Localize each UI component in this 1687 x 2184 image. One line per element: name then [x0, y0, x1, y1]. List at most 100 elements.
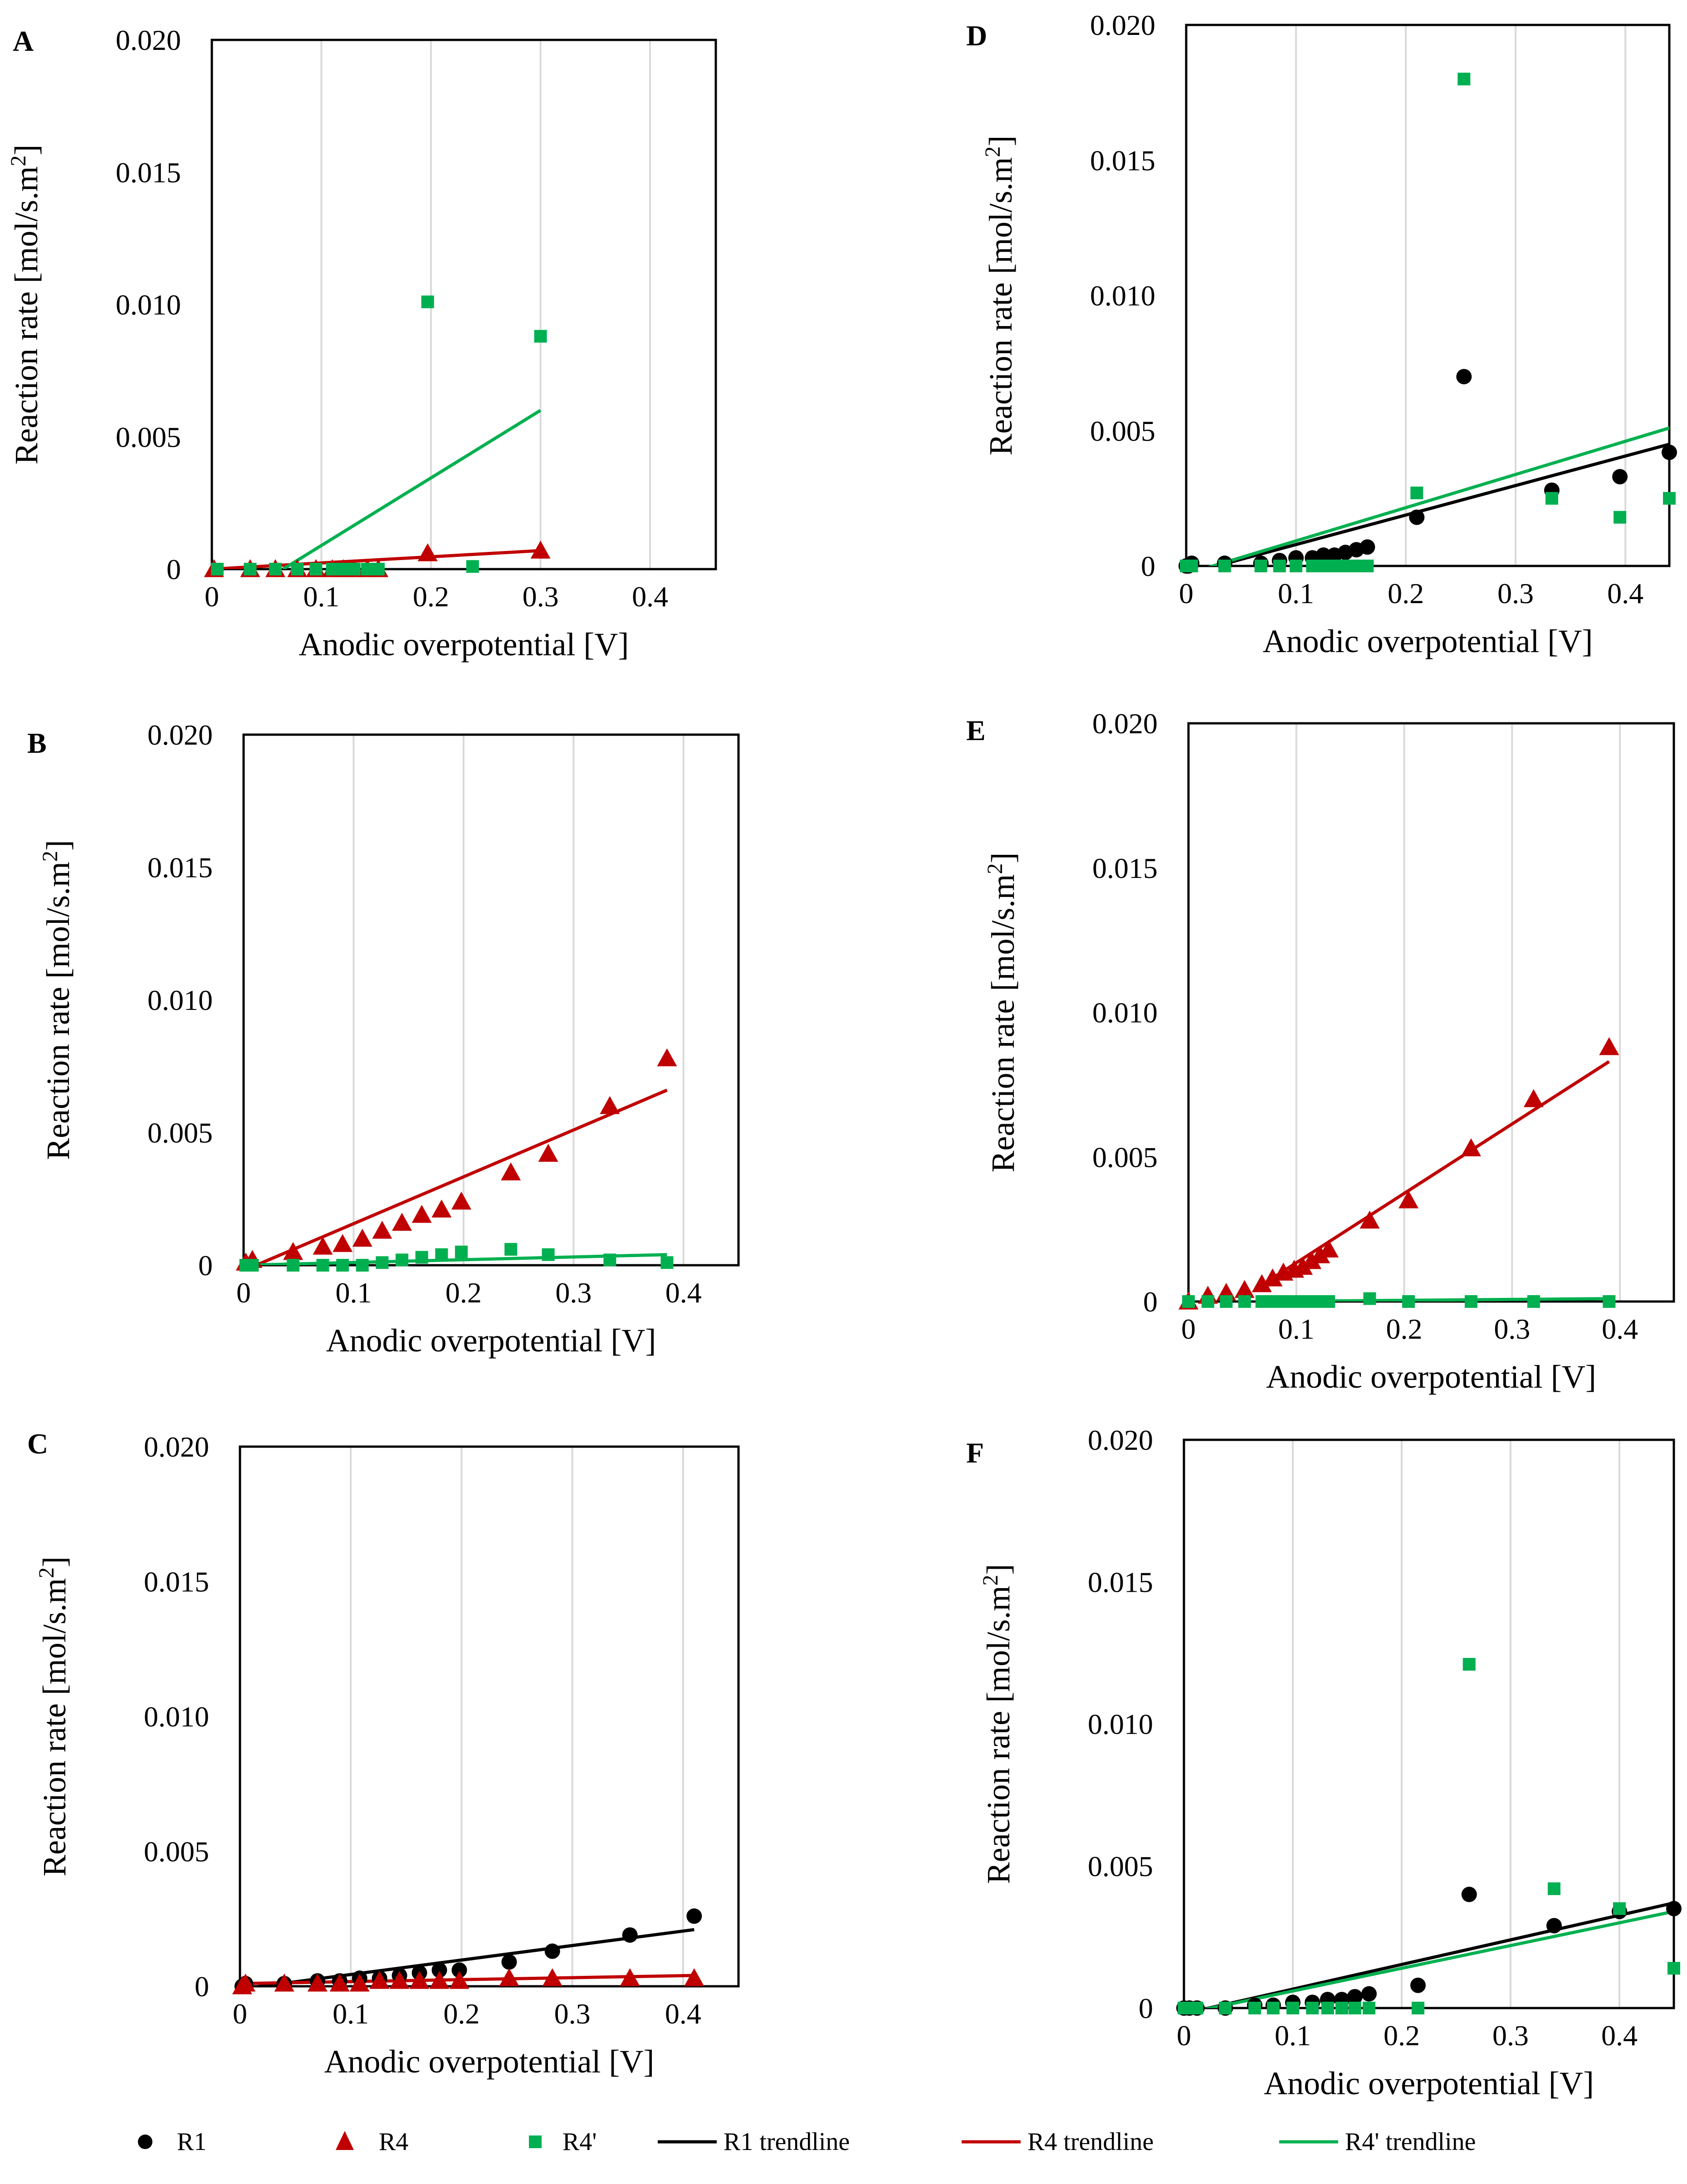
y-tick-label: 0	[1139, 1992, 1153, 2024]
y-tick-label: 0.015	[1092, 852, 1158, 884]
panel-letter: E	[966, 714, 986, 746]
x-tick-label: 0.4	[1607, 577, 1643, 609]
point-r4	[1252, 1274, 1272, 1292]
trendline-r4p	[282, 409, 542, 569]
x-tick-label: 0	[1179, 577, 1193, 609]
point-r4	[431, 1199, 452, 1218]
y-tick-label: 0.010	[1088, 1708, 1153, 1740]
point-r4	[389, 1971, 410, 1989]
point-r4p	[1273, 560, 1286, 572]
legend-label: R1 trendline	[724, 2128, 850, 2156]
point-r4p	[211, 563, 224, 575]
point-r4	[333, 1234, 353, 1252]
point-r4	[313, 1237, 333, 1255]
y-tick-label: 0.020	[1090, 9, 1155, 41]
point-r4p	[1663, 492, 1676, 505]
point-r4p	[337, 563, 350, 575]
point-r4p	[309, 563, 323, 575]
x-tick-label: 0.4	[1602, 1313, 1638, 1345]
x-tick-label: 0.2	[1386, 1313, 1423, 1345]
point-r4p	[1255, 1295, 1268, 1308]
point-r4p	[361, 563, 374, 575]
x-tick-label: 0.2	[443, 1998, 479, 2030]
point-r1	[1409, 509, 1425, 525]
point-r4p	[1306, 560, 1319, 572]
y-axis-title-main: Reaction rate [mol/s.m	[36, 1578, 73, 1877]
y-axis-title-close: ]	[980, 1564, 1017, 1575]
point-r1	[1359, 539, 1375, 555]
x-tick-label: 0.4	[1601, 2019, 1638, 2052]
data-points	[235, 1048, 677, 1272]
x-tick-label: 0.4	[632, 580, 668, 613]
panels: 0 0.1 0.2 0.3 0.4 0 0.005 0.010 0.015 0.020 Anodic…	[6, 9, 1682, 2101]
y-tick-label: 0.005	[144, 1836, 209, 1868]
data-points	[1178, 1037, 1619, 1310]
point-r4p	[1266, 2002, 1280, 2014]
point-r4p	[1248, 2002, 1261, 2014]
point-r4p	[1238, 1295, 1251, 1308]
x-tick-label: 0.1	[1278, 577, 1314, 609]
point-r4	[657, 1048, 677, 1067]
panel-c: 0 0.1 0.2 0.3 0.4 0 0.005 0.010 0.015 0.020 Anodic…	[27, 1428, 740, 2080]
point-r1	[686, 1908, 702, 1924]
point-r1	[1347, 1989, 1363, 2004]
legend-marker-circle	[138, 2135, 152, 2149]
point-r4p	[1322, 1295, 1335, 1308]
y-tick-label: 0.020	[144, 1431, 209, 1463]
point-r4p	[1412, 2002, 1424, 2014]
x-tick-label: 0	[233, 1998, 247, 2030]
panel-letter: D	[966, 20, 987, 52]
panel-b: 0 0.1 0.2 0.3 0.4 0 0.005 0.010 0.015 0.020 Anodic…	[27, 719, 740, 1359]
x-tick-label: 0.3	[554, 1998, 591, 2030]
legend-label: R4	[379, 2128, 408, 2156]
x-tick-label: 0.2	[1384, 2019, 1420, 2052]
point-r4	[1310, 1245, 1330, 1263]
trendline-r1	[1210, 443, 1669, 566]
y-axis-title: Reaction rate [mol/s.m2]	[983, 853, 1021, 1173]
point-r4p	[1410, 486, 1423, 499]
trendline-r4p	[1203, 1910, 1674, 2008]
x-tick-label: 0.1	[1278, 1313, 1315, 1345]
y-tick-label: 0.010	[147, 984, 213, 1016]
point-r1	[1410, 1977, 1426, 1993]
point-r1	[1546, 1918, 1562, 1934]
point-r4p	[466, 560, 479, 573]
y-tick-label: 0.015	[1088, 1566, 1153, 1598]
point-r4p	[1462, 1658, 1476, 1671]
point-r4p	[1218, 560, 1231, 572]
point-r4p	[326, 563, 339, 575]
panel-e: 0 0.1 0.2 0.3 0.4 0 0.005 0.010 0.015 0.020 Anodic…	[966, 707, 1675, 1395]
point-r4p	[356, 1259, 369, 1272]
point-r4p	[1464, 1295, 1477, 1308]
point-r4	[1301, 1251, 1322, 1269]
y-axis-title-close: ]	[36, 1556, 73, 1567]
x-tick-label: 0	[236, 1277, 251, 1309]
point-r4	[530, 541, 551, 559]
data-points	[232, 1908, 704, 1994]
x-tick-label: 0.1	[303, 580, 340, 613]
point-r4p	[269, 563, 282, 575]
point-r1	[501, 1954, 517, 1970]
y-tick-label: 0	[1143, 1286, 1158, 1318]
point-r4	[392, 1213, 412, 1231]
trendlines	[212, 409, 542, 569]
plot-frame	[242, 733, 740, 1267]
y-tick-label: 0.005	[1092, 1141, 1158, 1173]
y-tick-label: 0.020	[116, 24, 181, 56]
x-tick-label: 0.4	[665, 1277, 702, 1309]
point-r4p	[244, 563, 257, 575]
y-tick-label: 0.010	[144, 1701, 209, 1733]
point-r4	[1262, 1268, 1283, 1287]
x-tick-label: 0.2	[413, 580, 449, 613]
plot-frame	[1185, 24, 1671, 567]
legend-item: R4' trendline	[1279, 2128, 1476, 2156]
point-r4	[411, 1204, 432, 1223]
point-r4p	[455, 1245, 468, 1258]
point-r4	[274, 1974, 294, 1992]
point-r4p	[1603, 1295, 1616, 1308]
panel-a: 0 0.1 0.2 0.3 0.4 0 0.005 0.010 0.015 0.020 Anodic…	[6, 24, 717, 663]
legend-label: R4 trendline	[1027, 2128, 1154, 2156]
legend-label: R4' trendline	[1345, 2128, 1476, 2156]
y-tick-label: 0.015	[1090, 144, 1155, 176]
point-r4	[429, 1971, 450, 1989]
